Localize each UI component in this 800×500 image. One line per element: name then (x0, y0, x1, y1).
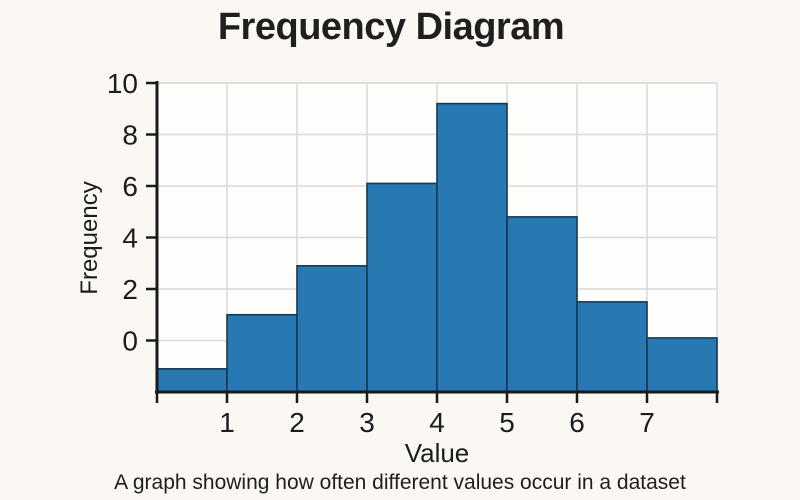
x-tick-label: 2 (289, 407, 305, 438)
histogram-bar (436, 102, 508, 393)
histogram-bar (226, 313, 298, 393)
histogram-bar (366, 182, 438, 393)
x-tick-label: 6 (569, 407, 585, 438)
chart-caption: A graph showing how often different valu… (114, 471, 686, 494)
x-tick-label: 4 (429, 407, 445, 438)
y-tick-label: 10 (107, 68, 138, 99)
histogram-bar (646, 337, 718, 393)
x-tick-label: 7 (639, 407, 655, 438)
y-tick-label: 2 (122, 274, 138, 305)
histogram-bar (156, 368, 228, 393)
y-tick-label: 4 (122, 223, 138, 254)
y-tick-label: 6 (122, 171, 138, 202)
chart-title: Frequency Diagram (217, 6, 565, 48)
x-tick-label: 3 (359, 407, 375, 438)
y-tick-label: 0 (122, 326, 138, 357)
histogram-bar (296, 265, 368, 393)
histogram-bar (506, 216, 578, 393)
histogram-bar (576, 301, 648, 393)
x-axis-label: Value (404, 438, 470, 468)
x-tick-label: 1 (219, 407, 235, 438)
x-tick-label: 5 (499, 407, 515, 438)
y-tick-label: 8 (122, 120, 138, 151)
